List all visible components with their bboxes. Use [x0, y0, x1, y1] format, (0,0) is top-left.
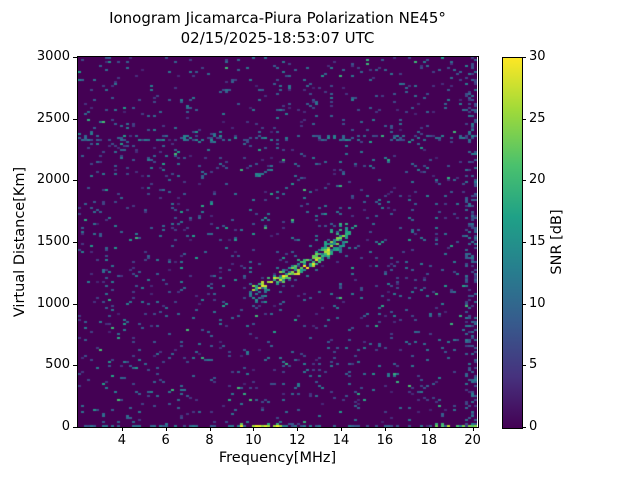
- colorbar-tick-label: 20: [529, 172, 546, 188]
- y-tick-mark: [73, 427, 77, 428]
- colorbar-tick-label: 15: [529, 234, 546, 249]
- colorbar-tick-mark: [522, 242, 526, 243]
- colorbar-tick-label: 5: [529, 357, 538, 373]
- colorbar-tick-label: 0: [529, 419, 538, 434]
- y-tick-mark: [73, 180, 77, 182]
- y-tick-label: 0: [61, 419, 70, 434]
- x-tick-mark: [472, 427, 474, 431]
- y-tick-label: 2500: [36, 110, 70, 126]
- colorbar-tick-mark: [522, 365, 526, 367]
- x-tick-label: 12: [288, 433, 306, 448]
- chart-subtitle: 02/15/2025-18:53:07 UTC: [180, 29, 375, 47]
- y-tick-label: 500: [45, 357, 70, 373]
- colorbar-tick-label: 25: [529, 110, 546, 126]
- colorbar-label: SNR [dB]: [549, 209, 565, 275]
- x-tick-mark: [297, 427, 299, 431]
- colorbar-tick-mark: [522, 303, 526, 305]
- y-tick-label: 3000: [36, 49, 70, 64]
- y-tick-mark: [73, 242, 77, 243]
- x-tick-label: 18: [420, 433, 438, 448]
- x-tick-mark: [384, 427, 386, 431]
- x-tick-mark: [121, 427, 123, 431]
- x-axis-label: Frequency[MHz]: [218, 450, 337, 466]
- x-tick-label: 20: [464, 433, 481, 448]
- colorbar-tick-mark: [522, 57, 526, 58]
- x-tick-label: 6: [161, 433, 170, 448]
- x-tick-label: 10: [245, 433, 262, 448]
- y-tick-label: 1000: [36, 295, 70, 311]
- x-tick-mark: [341, 427, 343, 431]
- chart-title: Ionogram Jicamarca-Piura Polarization NE…: [109, 9, 446, 27]
- x-tick-mark: [209, 427, 211, 431]
- x-tick-label: 16: [376, 433, 394, 448]
- colorbar: [502, 57, 523, 429]
- colorbar-tick-mark: [522, 427, 526, 428]
- y-tick-label: 1500: [36, 234, 70, 249]
- colorbar-tick-label: 10: [529, 295, 546, 311]
- colorbar-tick-mark: [522, 118, 526, 120]
- x-tick-label: 8: [205, 433, 214, 448]
- x-tick-label: 4: [117, 433, 126, 448]
- y-tick-mark: [73, 303, 77, 305]
- ionogram-heatmap-canvas: [78, 57, 477, 427]
- x-tick-label: 14: [332, 433, 350, 448]
- x-tick-mark: [428, 427, 430, 431]
- colorbar-tick-mark: [522, 180, 526, 182]
- colorbar-tick-label: 30: [529, 49, 546, 64]
- y-axis-label: Virtual Distance[Km]: [12, 166, 28, 318]
- x-tick-mark: [253, 427, 255, 431]
- y-tick-mark: [73, 365, 77, 367]
- x-tick-mark: [165, 427, 167, 431]
- y-tick-label: 2000: [36, 172, 70, 188]
- y-tick-mark: [73, 118, 77, 120]
- y-tick-mark: [73, 57, 77, 58]
